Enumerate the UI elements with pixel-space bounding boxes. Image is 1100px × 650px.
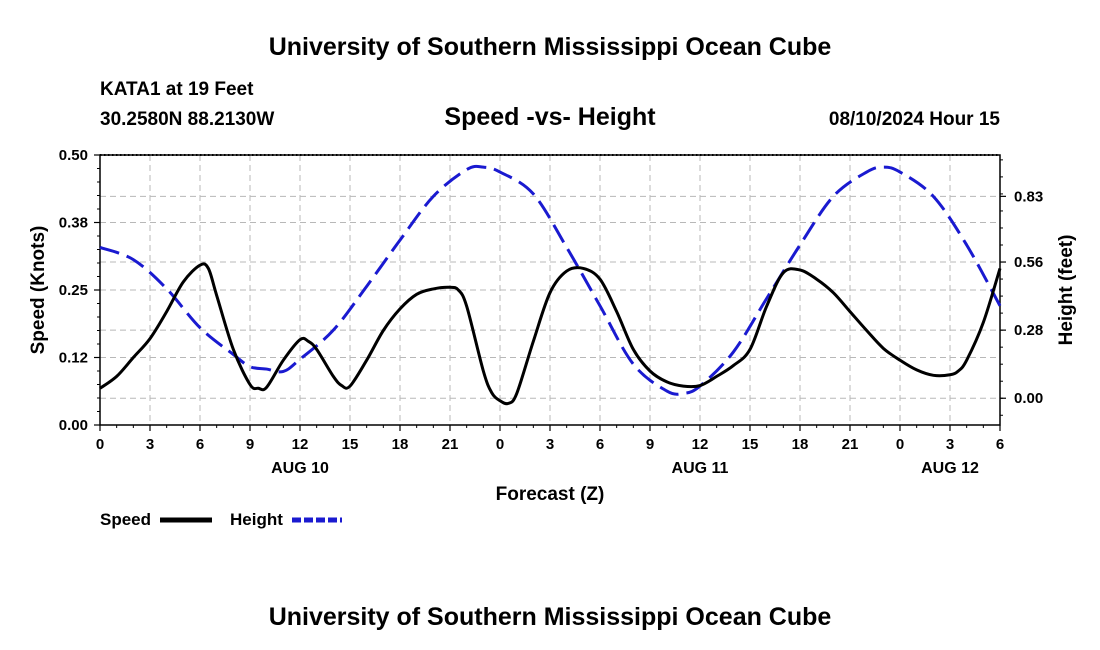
x-tick-label: 9 [646, 436, 654, 453]
y-left-tick-label: 0.25 [59, 282, 88, 299]
legend: Speed Height [100, 510, 342, 529]
x-axis: 0 3 6 9 12 15 18 21 0 3 6 9 12 15 18 21 0 3 6 AUG 10 AUG 11 A… [96, 425, 1004, 477]
y-axis-right: 0.00 0.28 0.56 0.83 [1000, 159, 1043, 416]
x-tick-label: 9 [246, 436, 254, 453]
datetime-label: 08/10/2024 Hour 15 [829, 109, 1001, 130]
chart-subtitle: Speed -vs- Height [444, 103, 656, 131]
footer-title: University of Southern Mississippi Ocean… [269, 603, 832, 631]
x-tick-label: 6 [996, 436, 1004, 453]
y-right-tick-label: 0.28 [1014, 322, 1043, 339]
series-group [99, 164, 1002, 406]
y-right-tick-label: 0.56 [1014, 254, 1043, 271]
y-axis-right-title: Height (feet) [1056, 235, 1077, 346]
x-tick-label: 3 [146, 436, 154, 453]
x-tick-label: 0 [496, 436, 504, 453]
x-tick-label: 12 [292, 436, 309, 453]
page-title: University of Southern Mississippi Ocean… [269, 33, 832, 61]
x-tick-label: 18 [792, 436, 809, 453]
legend-height-label: Height [230, 510, 283, 529]
y-left-tick-label: 0.00 [59, 417, 88, 434]
series-line-speed [99, 262, 1002, 406]
x-tick-label: 0 [96, 436, 104, 453]
series-line-height [99, 164, 1002, 396]
x-tick-label: 6 [196, 436, 204, 453]
x-tick-label: 21 [842, 436, 859, 453]
y-axis-left: 0.00 0.12 0.25 0.38 0.50 [59, 147, 100, 434]
y-right-tick-label: 0.83 [1014, 188, 1043, 205]
y-axis-left-title: Speed (Knots) [28, 226, 49, 355]
x-tick-label: 3 [546, 436, 554, 453]
gridlines [100, 155, 1000, 425]
coords-label: 30.2580N 88.2130W [100, 109, 274, 130]
station-label: KATA1 at 19 Feet [100, 79, 254, 100]
x-date-label: AUG 10 [271, 460, 329, 477]
x-tick-label: 3 [946, 436, 954, 453]
x-date-label: AUG 12 [921, 460, 979, 477]
x-tick-label: 15 [342, 436, 359, 453]
y-right-tick-label: 0.00 [1014, 390, 1043, 407]
y-left-tick-label: 0.12 [59, 350, 88, 367]
x-date-label: AUG 11 [672, 460, 729, 477]
x-tick-label: 12 [692, 436, 709, 453]
y-left-tick-label: 0.38 [59, 215, 88, 232]
x-tick-label: 6 [596, 436, 604, 453]
legend-speed-label: Speed [100, 510, 151, 529]
x-tick-label: 21 [442, 436, 459, 453]
x-tick-label: 15 [742, 436, 759, 453]
x-tick-label: 18 [392, 436, 409, 453]
x-tick-label: 0 [896, 436, 904, 453]
x-axis-title: Forecast (Z) [496, 484, 605, 505]
y-left-tick-label: 0.50 [59, 147, 88, 164]
